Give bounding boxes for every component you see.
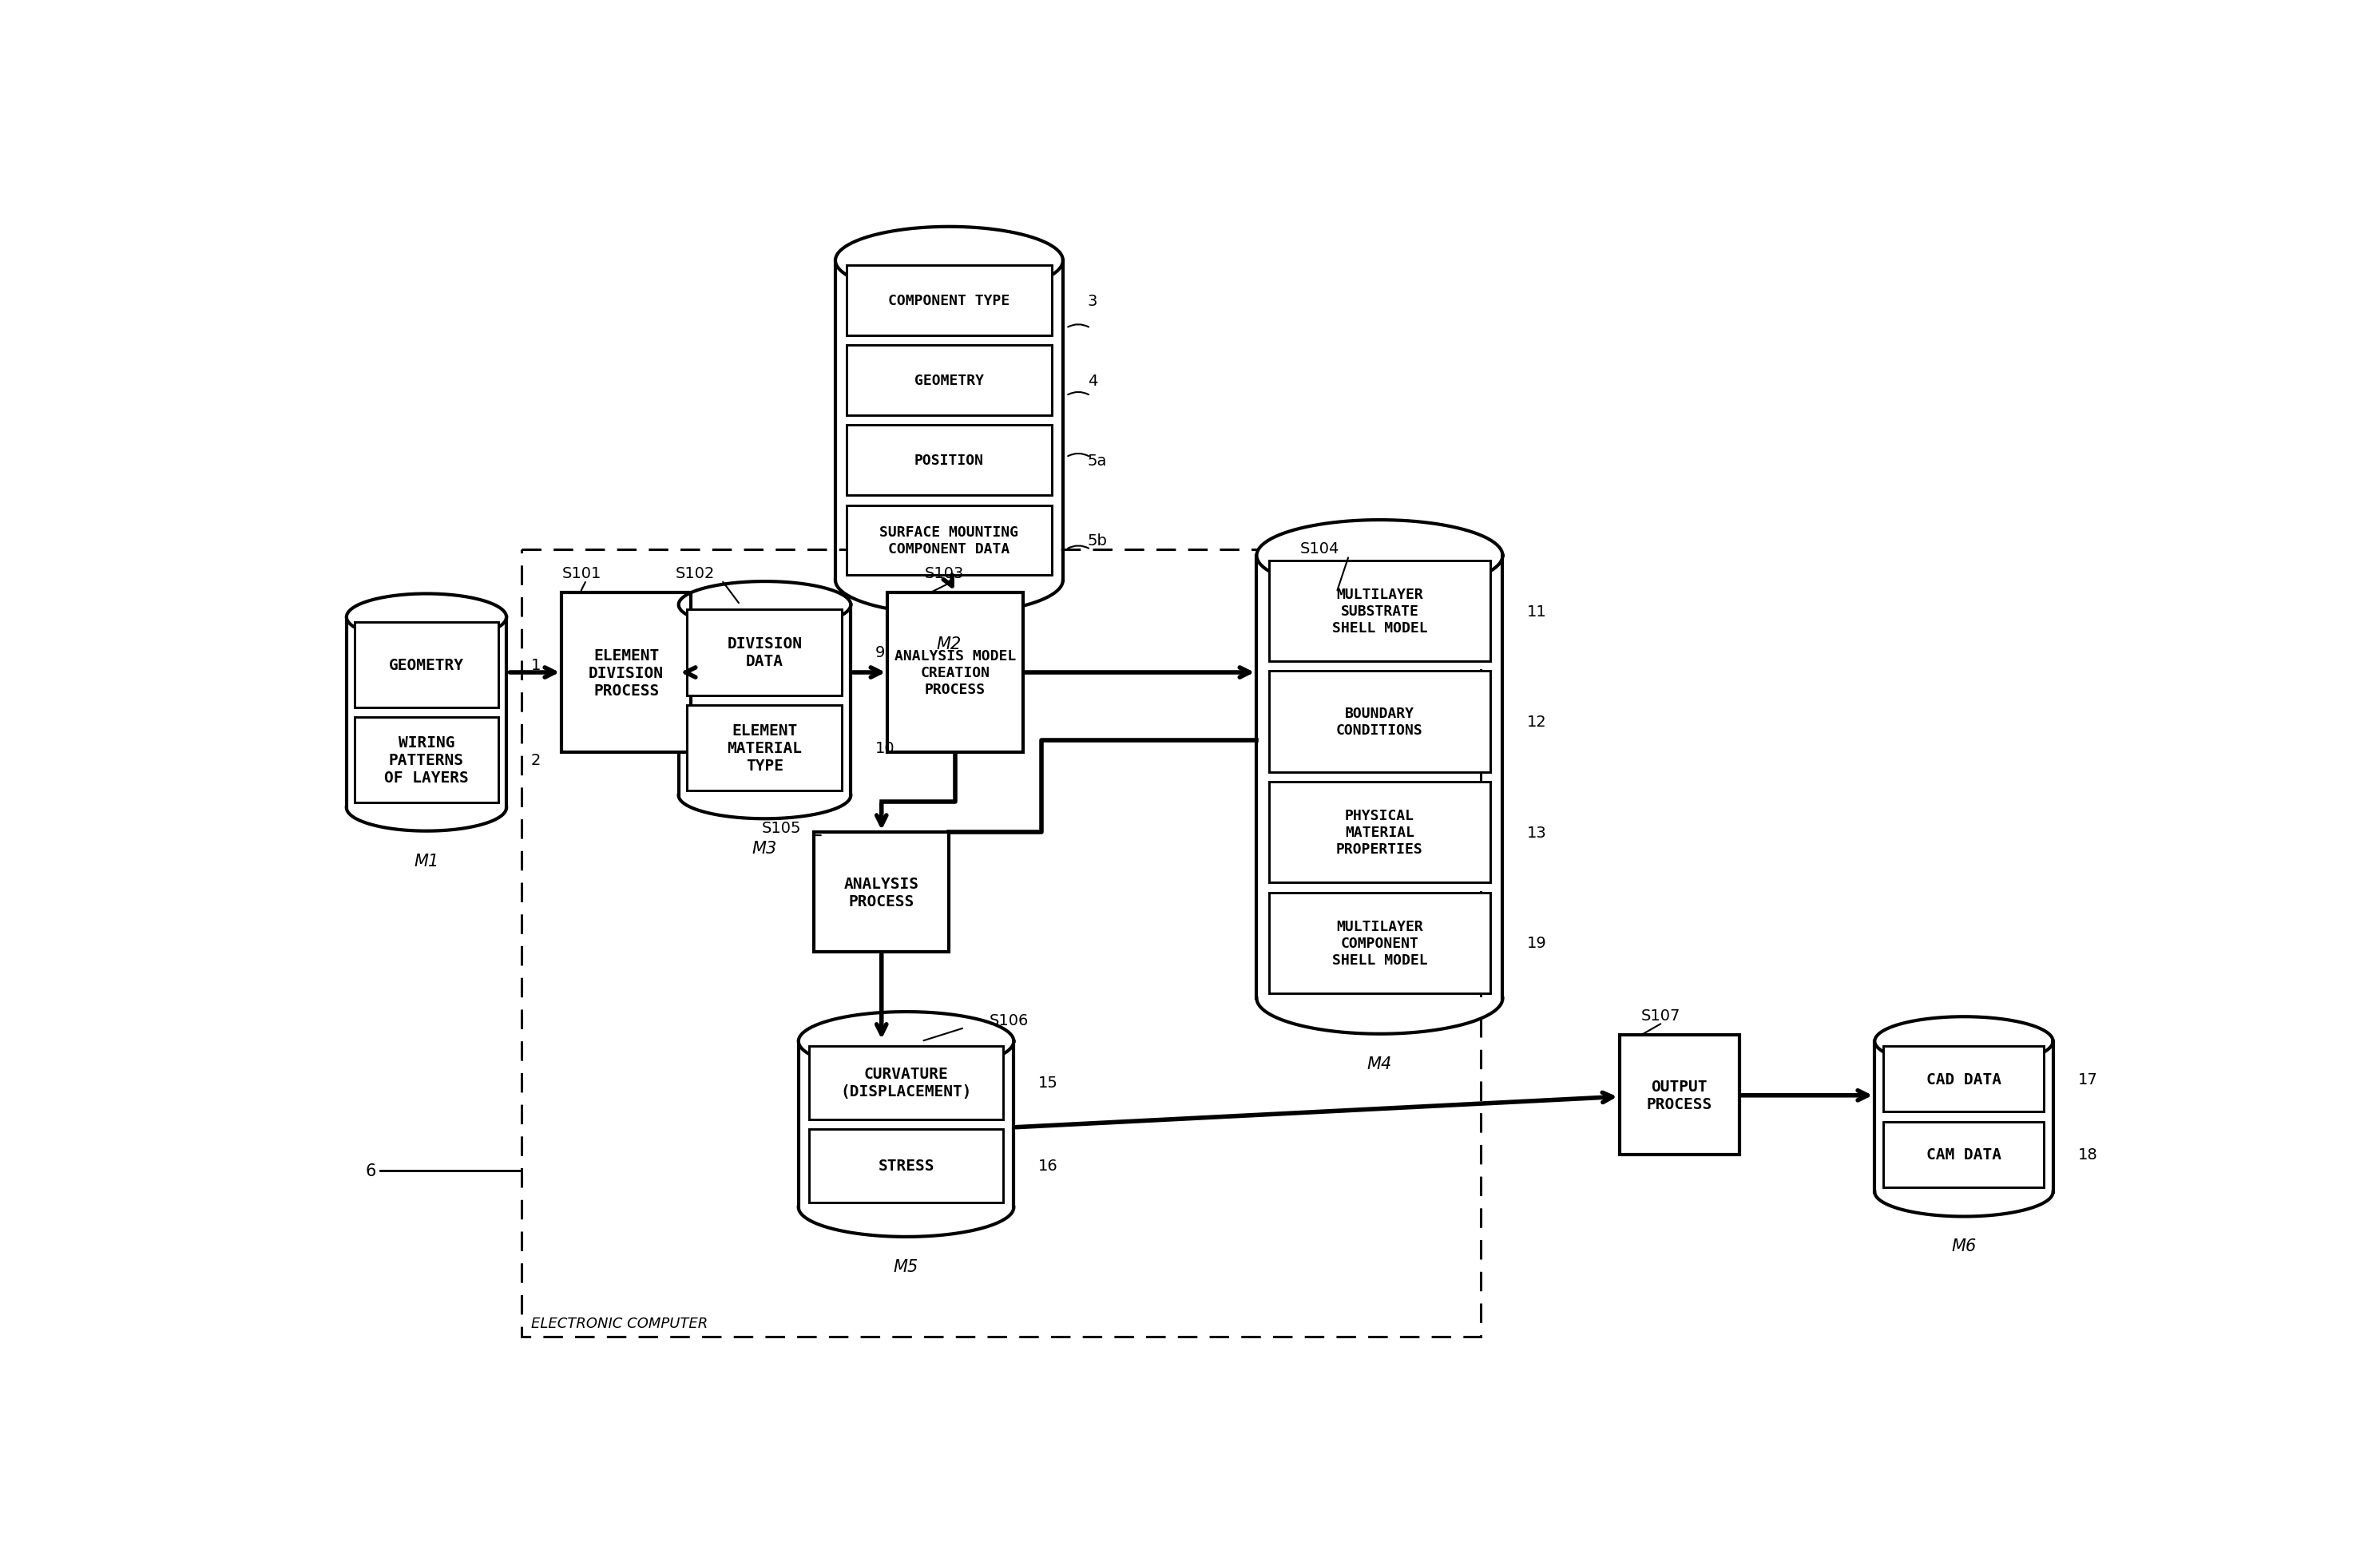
Text: ELECTRONIC COMPUTER: ELECTRONIC COMPUTER <box>531 1316 707 1330</box>
Text: DIVISION
DATA: DIVISION DATA <box>728 637 802 670</box>
Text: ANALYSIS MODEL
CREATION
PROCESS: ANALYSIS MODEL CREATION PROCESS <box>895 649 1016 696</box>
Text: ELEMENT
DIVISION
PROCESS: ELEMENT DIVISION PROCESS <box>588 648 664 698</box>
Text: 15: 15 <box>1038 1076 1059 1091</box>
Text: ELEMENT
MATERIAL
TYPE: ELEMENT MATERIAL TYPE <box>728 723 802 773</box>
Polygon shape <box>347 618 507 809</box>
Polygon shape <box>800 1012 1014 1071</box>
Text: WIRING
PATTERNS
OF LAYERS: WIRING PATTERNS OF LAYERS <box>383 735 469 785</box>
Text: M1: M1 <box>414 852 438 869</box>
Text: S103: S103 <box>923 565 964 581</box>
Text: GEOMETRY: GEOMETRY <box>388 657 464 673</box>
Text: S105: S105 <box>762 821 802 835</box>
FancyBboxPatch shape <box>847 265 1052 336</box>
Polygon shape <box>835 228 1064 295</box>
FancyBboxPatch shape <box>562 593 690 752</box>
FancyBboxPatch shape <box>888 593 1023 752</box>
Polygon shape <box>678 606 850 796</box>
Text: 1: 1 <box>531 657 540 673</box>
FancyBboxPatch shape <box>1269 893 1490 993</box>
FancyBboxPatch shape <box>688 610 843 696</box>
FancyBboxPatch shape <box>847 506 1052 576</box>
Polygon shape <box>1257 556 1502 999</box>
Text: 18: 18 <box>2078 1147 2097 1161</box>
FancyBboxPatch shape <box>1618 1035 1740 1155</box>
Polygon shape <box>835 581 1064 615</box>
Text: M4: M4 <box>1366 1055 1392 1071</box>
FancyBboxPatch shape <box>688 706 843 791</box>
Polygon shape <box>1257 520 1502 592</box>
Polygon shape <box>678 582 850 629</box>
FancyBboxPatch shape <box>809 1046 1002 1119</box>
Text: MULTILAYER
COMPONENT
SHELL MODEL: MULTILAYER COMPONENT SHELL MODEL <box>1333 919 1428 966</box>
Polygon shape <box>800 1041 1014 1207</box>
FancyBboxPatch shape <box>814 832 950 952</box>
Text: M5: M5 <box>892 1258 919 1274</box>
Text: S104: S104 <box>1299 540 1340 556</box>
Text: S102: S102 <box>676 565 714 581</box>
Text: 5b: 5b <box>1088 532 1107 548</box>
Text: 12: 12 <box>1528 715 1547 729</box>
Polygon shape <box>835 261 1064 581</box>
FancyBboxPatch shape <box>847 347 1052 415</box>
Text: 4: 4 <box>1088 373 1097 389</box>
Text: S101: S101 <box>562 565 602 581</box>
FancyBboxPatch shape <box>1269 671 1490 773</box>
Text: S106: S106 <box>990 1013 1028 1029</box>
FancyBboxPatch shape <box>1883 1046 2044 1111</box>
Text: 13: 13 <box>1528 824 1547 840</box>
Polygon shape <box>1875 1041 2054 1193</box>
Polygon shape <box>1257 999 1502 1033</box>
Text: STRESS: STRESS <box>878 1158 935 1174</box>
Text: 16: 16 <box>1038 1158 1059 1174</box>
Polygon shape <box>800 1207 1014 1236</box>
Text: POSITION: POSITION <box>914 454 983 468</box>
Text: 19: 19 <box>1528 935 1547 951</box>
Text: BOUNDARY
CONDITIONS: BOUNDARY CONDITIONS <box>1335 707 1423 737</box>
Text: 17: 17 <box>2078 1071 2097 1086</box>
Text: CAM DATA: CAM DATA <box>1925 1147 2002 1161</box>
Text: 11: 11 <box>1528 604 1547 618</box>
Text: 10: 10 <box>876 740 895 756</box>
Text: 5a: 5a <box>1088 453 1107 468</box>
Text: ANALYSIS
PROCESS: ANALYSIS PROCESS <box>845 876 919 909</box>
Text: GEOMETRY: GEOMETRY <box>914 373 983 389</box>
Text: M6: M6 <box>1952 1238 1975 1253</box>
Text: SURFACE MOUNTING
COMPONENT DATA: SURFACE MOUNTING COMPONENT DATA <box>881 524 1019 556</box>
Text: COMPONENT TYPE: COMPONENT TYPE <box>888 293 1009 308</box>
Text: 2: 2 <box>531 752 540 768</box>
FancyBboxPatch shape <box>355 623 497 707</box>
Text: CURVATURE
(DISPLACEMENT): CURVATURE (DISPLACEMENT) <box>840 1066 971 1099</box>
Text: CAD DATA: CAD DATA <box>1925 1071 2002 1086</box>
FancyBboxPatch shape <box>809 1129 1002 1202</box>
Text: S107: S107 <box>1640 1008 1680 1022</box>
Polygon shape <box>1875 1016 2054 1066</box>
FancyBboxPatch shape <box>847 426 1052 496</box>
FancyBboxPatch shape <box>1269 782 1490 884</box>
FancyBboxPatch shape <box>355 718 497 802</box>
FancyBboxPatch shape <box>1269 560 1490 662</box>
Text: M2: M2 <box>938 635 962 652</box>
Polygon shape <box>678 796 850 820</box>
Text: PHYSICAL
MATERIAL
PROPERTIES: PHYSICAL MATERIAL PROPERTIES <box>1335 809 1423 857</box>
Text: 9: 9 <box>876 645 885 660</box>
Polygon shape <box>1875 1193 2054 1216</box>
Text: M3: M3 <box>752 840 778 857</box>
FancyBboxPatch shape <box>1883 1122 2044 1186</box>
Text: MULTILAYER
SUBSTRATE
SHELL MODEL: MULTILAYER SUBSTRATE SHELL MODEL <box>1333 587 1428 635</box>
Text: OUTPUT
PROCESS: OUTPUT PROCESS <box>1647 1079 1711 1111</box>
Polygon shape <box>347 595 507 642</box>
Text: 6: 6 <box>367 1163 376 1179</box>
Text: 3: 3 <box>1088 293 1097 309</box>
Polygon shape <box>347 809 507 832</box>
